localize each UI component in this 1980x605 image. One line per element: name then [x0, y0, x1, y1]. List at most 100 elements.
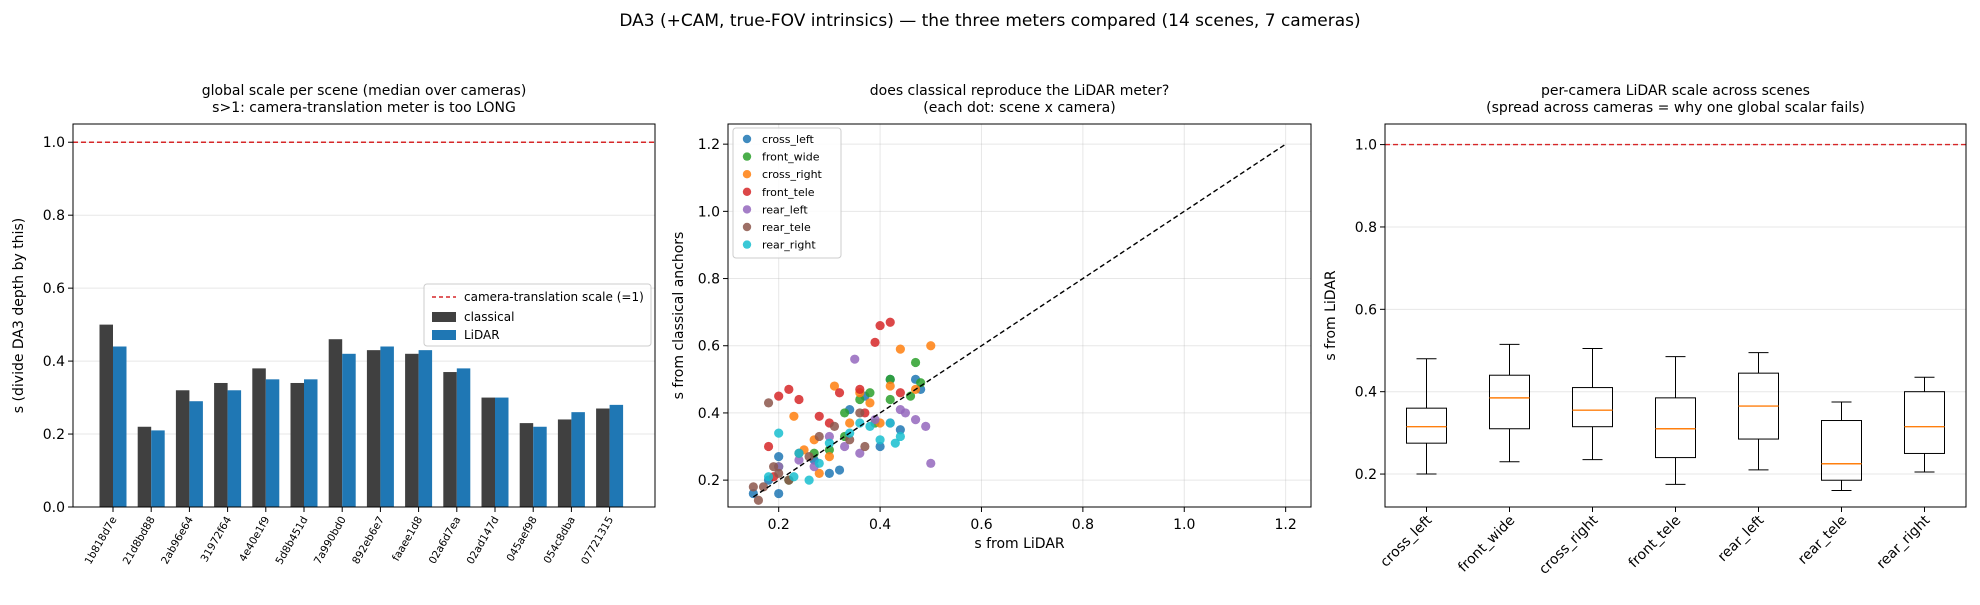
x-tick-label-front-wide: front_wide	[1455, 513, 1518, 576]
y-tick-label: 0.0	[43, 500, 65, 516]
legend-label-cross-right: cross_right	[762, 168, 823, 181]
box-front-tele	[1655, 356, 1696, 485]
point-rear-left-13	[926, 458, 936, 468]
point-cross-left-9	[875, 441, 885, 452]
point-front-tele-9	[875, 320, 885, 331]
point-cross-left-3	[774, 452, 784, 462]
x-tick-label-faaee1d8: faaee1d8	[390, 515, 425, 564]
point-rear-right-12	[895, 431, 905, 442]
y-tick-label: 1.0	[1355, 138, 1377, 154]
bar-lidar-045aef98	[533, 426, 547, 507]
x-tick-label: 0.4	[869, 517, 891, 533]
point-front-tele-10	[885, 317, 895, 327]
bar-classical-02ad147d	[481, 397, 495, 507]
legend-label-rear-left: rear_left	[762, 203, 808, 216]
x-tick-label-892eb6e7: 892eb6e7	[350, 515, 387, 567]
x-tick-label: 1.2	[1275, 517, 1297, 533]
y-axis-label: s from LiDAR	[1323, 270, 1339, 361]
iqr-box	[1406, 407, 1447, 444]
panel-scatter-chart: does classical reproduce the LiDAR meter…	[671, 83, 1312, 552]
point-front-wide-5	[855, 394, 865, 405]
point-cross-right-0	[789, 411, 799, 421]
x-tick-label-cross-left: cross_left	[1377, 512, 1435, 570]
point-front-wide-6	[865, 388, 875, 398]
bar-classical-1b818d7e	[99, 324, 113, 507]
point-rear-tele-12	[855, 408, 865, 418]
point-rear-tele-1	[753, 495, 764, 505]
box-rear-left	[1738, 352, 1779, 471]
bar-classical-045aef98	[519, 423, 534, 507]
x-tick-label: 0.6	[970, 517, 992, 533]
x-tick-label-rear-right: rear_right	[1874, 512, 1934, 572]
bar-lidar-31972f64	[227, 390, 242, 507]
point-cross-right-3	[824, 452, 834, 462]
y-tick-label: 0.4	[43, 354, 65, 370]
x-tick-label: 0.2	[768, 517, 790, 533]
legend-swatch-classical	[432, 312, 456, 322]
bar-lidar-02a6d7ea	[456, 368, 471, 507]
identity-line	[752, 143, 1287, 498]
point-cross-left-11	[895, 425, 905, 435]
panel-title-line-1: (each dot: scene x camera)	[923, 100, 1115, 116]
point-rear-tele-10	[829, 421, 840, 431]
y-tick-label: 0.2	[698, 473, 720, 489]
point-rear-tele-9	[814, 431, 824, 442]
point-rear-right-9	[875, 435, 885, 445]
y-tick-label: 0.4	[1355, 385, 1377, 401]
bar-classical-892eb6e7	[366, 350, 381, 507]
axes-frame	[72, 123, 656, 508]
point-rear-right-1	[774, 428, 784, 438]
figure-suptitle: DA3 (+CAM, true-FOV intrinsics) — the th…	[619, 11, 1360, 31]
point-rear-right-2	[789, 472, 799, 482]
point-front-tele-3	[794, 394, 804, 405]
x-tick-label: 0.8	[1072, 517, 1094, 533]
axes-frame	[1384, 123, 1967, 508]
bar-lidar-054c8dba	[571, 412, 585, 507]
bar-classical-02a6d7ea	[443, 372, 457, 507]
point-rear-right-7	[855, 418, 865, 428]
x-tick-label-07721315: 07721315	[579, 515, 616, 567]
point-front-tele-0	[763, 441, 774, 452]
point-rear-tele-11	[845, 435, 855, 445]
point-front-tele-8	[870, 337, 880, 347]
point-cross-left-5	[824, 468, 834, 479]
legend-label-front-wide: front_wide	[762, 151, 820, 164]
box-cross-left	[1406, 358, 1447, 475]
legend-label-rear-tele: rear_tele	[762, 221, 811, 234]
point-rear-tele-4	[769, 462, 779, 472]
y-tick-label: 0.6	[698, 339, 720, 355]
bar-classical-4e40e1f9	[252, 368, 266, 507]
x-tick-label-1b818d7e: 1b818d7e	[83, 515, 120, 567]
bar-lidar-4e40e1f9	[265, 379, 280, 507]
bar-lidar-21d8bd88	[151, 430, 165, 507]
legend-box	[423, 283, 652, 347]
x-tick-label-4e40e1f9: 4e40e1f9	[237, 515, 272, 564]
bar-lidar-07721315	[609, 404, 624, 507]
point-rear-left-12	[921, 421, 931, 431]
legend-label-front-tele: front_tele	[762, 186, 815, 199]
iqr-box	[1821, 420, 1862, 481]
point-rear-right-0	[763, 472, 774, 482]
y-axis-label: s (divide DA3 depth by this)	[11, 218, 27, 413]
point-cross-right-10	[895, 344, 905, 354]
bar-lidar-5d8b451d	[304, 379, 318, 507]
y-tick-label: 0.2	[1355, 467, 1377, 483]
y-tick-label: 0.8	[698, 272, 720, 288]
box-cross-right	[1572, 347, 1613, 461]
point-front-tele-7	[855, 384, 865, 395]
bar-classical-31972f64	[214, 382, 228, 507]
iqr-box	[1572, 387, 1613, 428]
point-rear-left-11	[910, 415, 921, 425]
x-tick-label-045aef98: 045aef98	[504, 515, 539, 564]
iqr-box	[1655, 397, 1696, 459]
bar-lidar-02ad147d	[495, 397, 509, 507]
point-front-wide-8	[885, 394, 895, 405]
legend-box	[732, 127, 842, 259]
x-tick-label: 1.0	[1173, 517, 1195, 533]
x-tick-label-02a6d7ea: 02a6d7ea	[427, 515, 464, 567]
legend: camera-translation scale (=1) classical Li…	[423, 283, 652, 347]
y-tick-label: 0.4	[698, 406, 720, 422]
legend-label-rear-right: rear_right	[762, 239, 816, 252]
bar-classical-21d8bd88	[137, 426, 152, 507]
